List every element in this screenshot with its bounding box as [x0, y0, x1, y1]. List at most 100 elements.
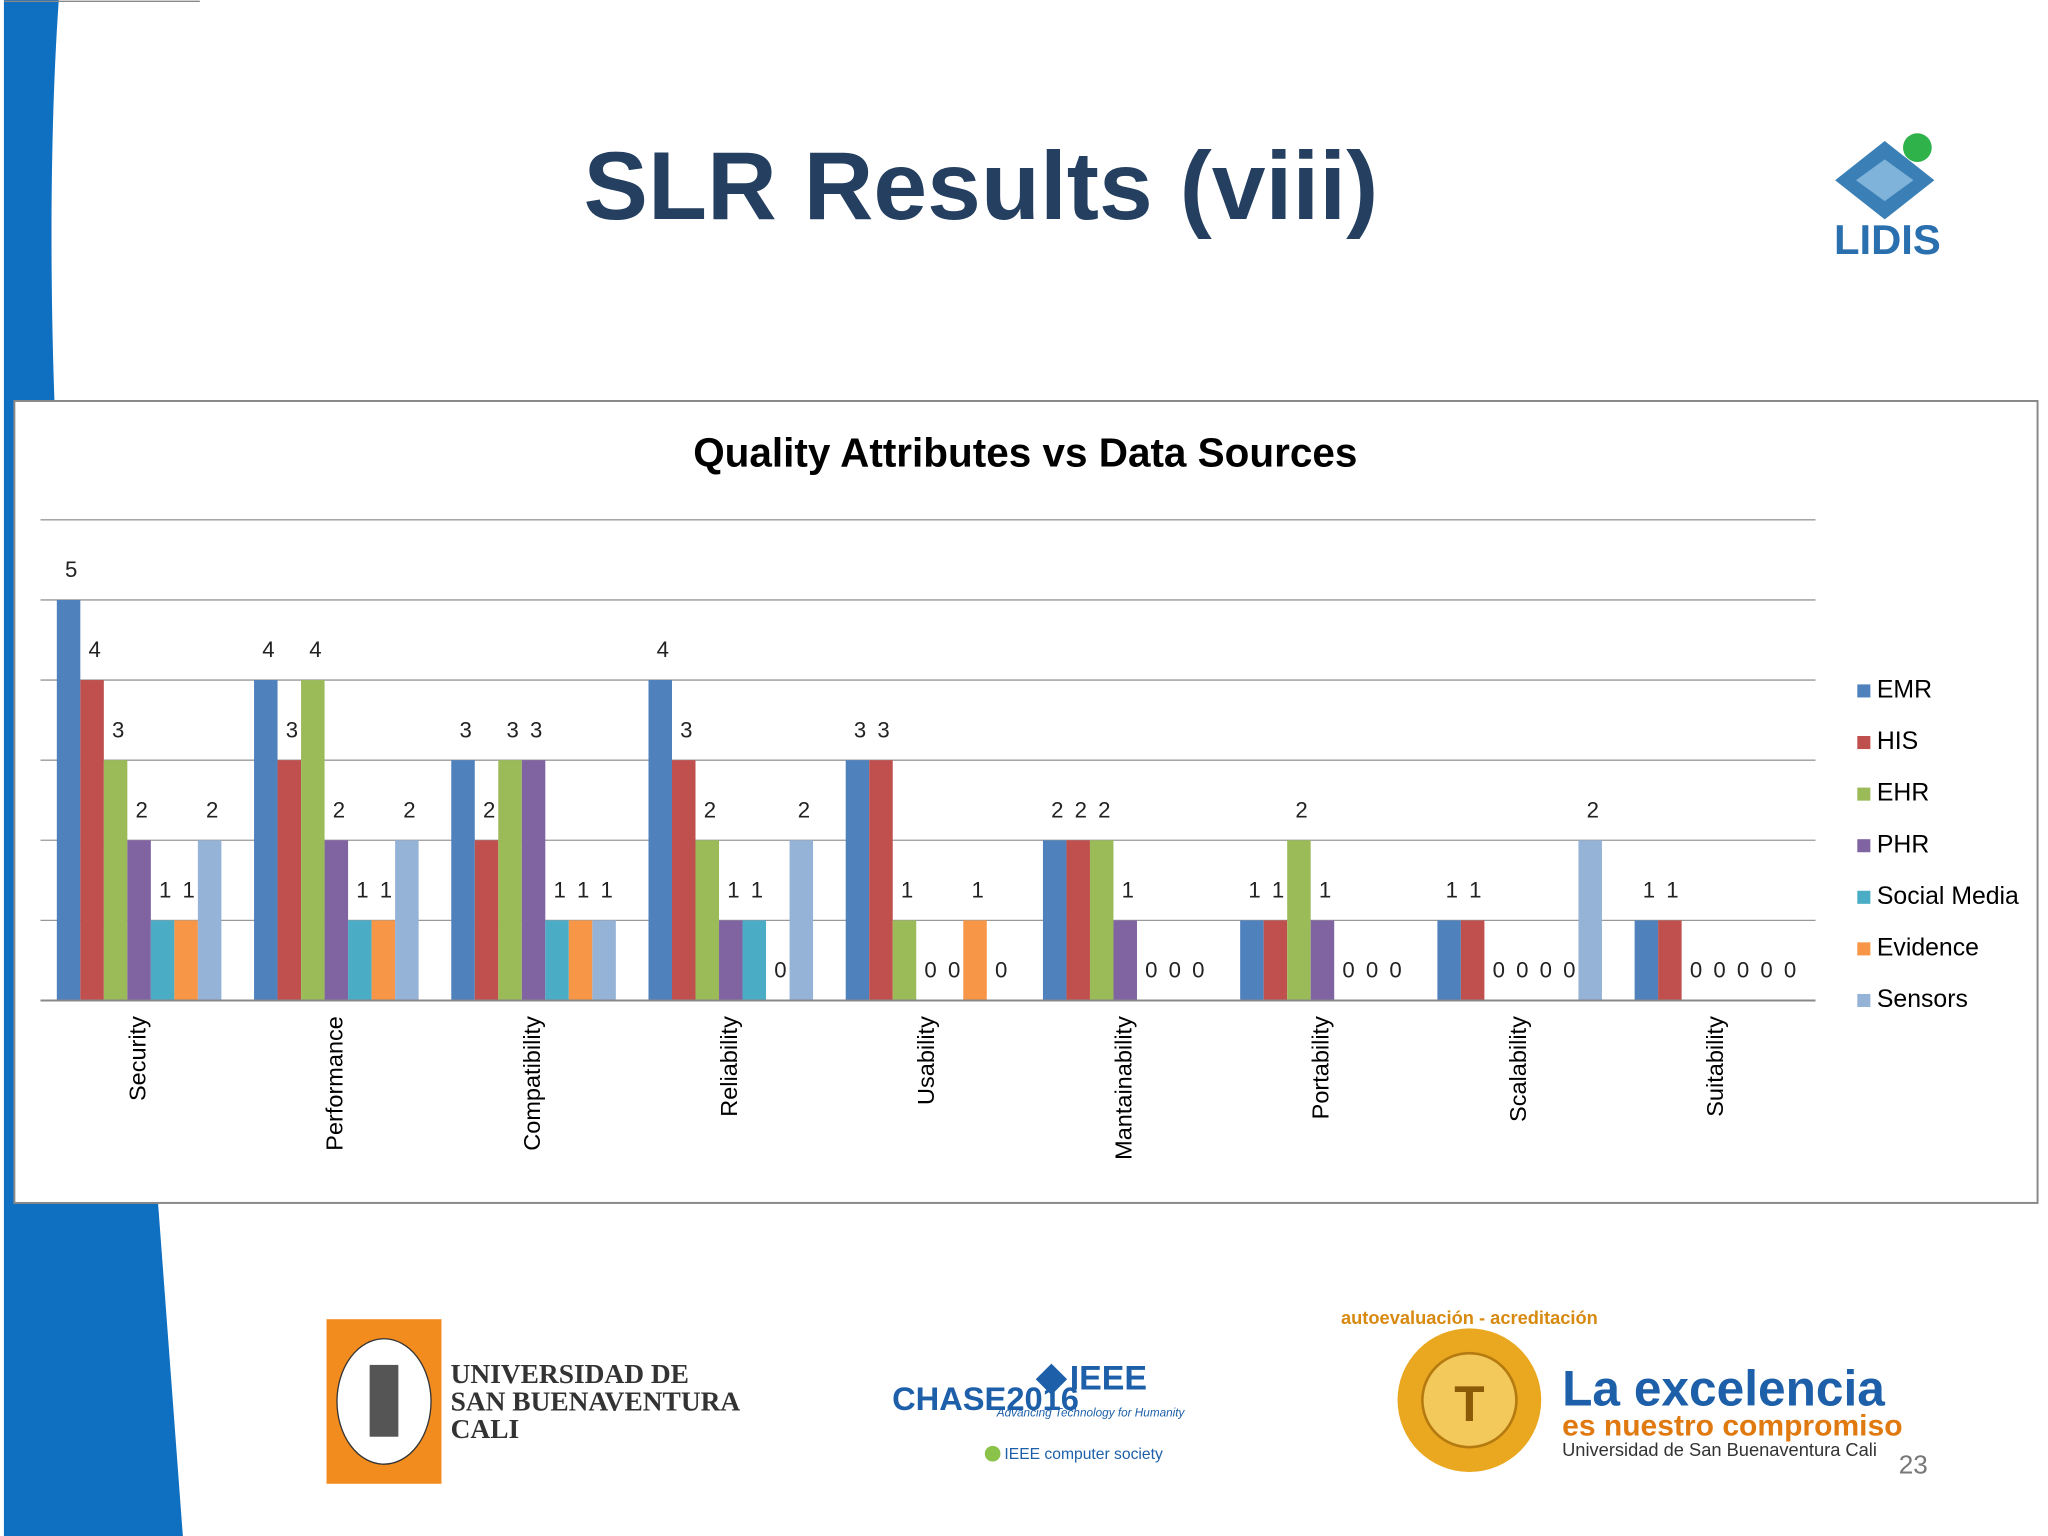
- data-label: 1: [1666, 878, 1678, 903]
- bar: [963, 920, 987, 1001]
- bar: [869, 760, 893, 1001]
- conference-logos: CHASE2016 IEEE Advancing Technology for …: [892, 1360, 1185, 1464]
- data-label: 4: [262, 637, 274, 662]
- usb-logo: UNIVERSIDAD DE SAN BUENAVENTURA CALI: [326, 1319, 741, 1484]
- x-tick-label: Usability: [913, 1016, 939, 1105]
- data-label: 1: [356, 878, 368, 903]
- data-label: 0: [1737, 958, 1749, 983]
- ieee-text: IEEE: [1070, 1360, 1147, 1398]
- bar: [1658, 920, 1682, 1001]
- data-label: 3: [530, 717, 542, 742]
- bar: [174, 920, 198, 1001]
- legend-swatch: [1857, 942, 1871, 956]
- bar: [892, 920, 917, 1001]
- bar: [1310, 920, 1335, 1001]
- legend-label: EMR: [1877, 676, 1932, 703]
- legend-label: EHR: [1877, 780, 1929, 807]
- data-label: 2: [1295, 797, 1307, 822]
- legend-label: Evidence: [1877, 934, 1979, 961]
- data-label: 2: [1587, 797, 1599, 822]
- data-label: 2: [483, 797, 495, 822]
- bar: [498, 760, 522, 1001]
- accreditation-mark: T: [1454, 1376, 1484, 1432]
- bar: [348, 920, 372, 1001]
- data-label: 2: [333, 797, 345, 822]
- bar: [1240, 920, 1264, 1001]
- computer-society-text: IEEE computer society: [1004, 1446, 1163, 1463]
- data-label: 1: [1446, 878, 1458, 903]
- data-label: 4: [89, 637, 101, 662]
- bar: [474, 840, 499, 1001]
- bar: [672, 760, 696, 1001]
- bar: [301, 680, 325, 1001]
- data-label: 0: [1366, 958, 1378, 983]
- bar: [197, 840, 222, 1001]
- data-label: 0: [1690, 958, 1702, 983]
- excellence-text: La excelencia: [1562, 1360, 1885, 1416]
- bar: [277, 760, 302, 1001]
- data-label: 1: [1122, 878, 1134, 903]
- bar: [56, 599, 81, 1001]
- data-label: 0: [948, 958, 960, 983]
- bar: [1578, 840, 1602, 1001]
- bar: [695, 840, 720, 1001]
- bar: [127, 840, 151, 1001]
- data-label: 0: [1145, 958, 1157, 983]
- x-tick-label: Reliability: [716, 1016, 742, 1117]
- lidis-text: LIDIS: [1834, 216, 1941, 263]
- bar: [521, 760, 546, 1001]
- data-label: 3: [506, 717, 518, 742]
- legend-label: Sensors: [1877, 986, 1968, 1013]
- bar: [371, 920, 396, 1001]
- data-label: 1: [1643, 878, 1655, 903]
- data-label: 1: [1469, 878, 1481, 903]
- data-label: 1: [554, 878, 566, 903]
- chart-frame: [13, 399, 2039, 1204]
- data-label: 1: [1248, 878, 1260, 903]
- bar: [592, 920, 616, 1001]
- data-label: 1: [751, 878, 763, 903]
- bar: [254, 680, 278, 1001]
- bar: [1460, 920, 1485, 1001]
- data-label: 2: [1075, 797, 1087, 822]
- data-label: 0: [1713, 958, 1725, 983]
- data-label: 3: [854, 717, 866, 742]
- x-tick-label: Mantainability: [1110, 1016, 1136, 1160]
- data-label: 5: [65, 557, 77, 582]
- data-label: 1: [183, 878, 195, 903]
- legend-swatch: [1857, 684, 1871, 698]
- bar: [1089, 840, 1114, 1001]
- chart-title: Quality Attributes vs Data Sources: [693, 430, 1357, 476]
- bar: [1113, 920, 1137, 1001]
- usb-text: SAN BUENAVENTURA: [451, 1386, 741, 1416]
- legend-swatch: [1857, 787, 1871, 801]
- data-label: 0: [924, 958, 936, 983]
- bar: [395, 840, 419, 1001]
- slide-title: SLR Results (viii): [584, 133, 1379, 240]
- data-label: 0: [1192, 958, 1204, 983]
- legend-swatch: [1857, 839, 1871, 853]
- data-label: 0: [1760, 958, 1772, 983]
- data-label: 4: [309, 637, 321, 662]
- bar: [1437, 920, 1461, 1001]
- data-label: 0: [1169, 958, 1181, 983]
- data-label: 3: [877, 717, 889, 742]
- data-label: 0: [1540, 958, 1552, 983]
- usb-text: UNIVERSIDAD DE: [451, 1359, 689, 1389]
- bar: [1287, 840, 1311, 1001]
- legend-label: PHR: [1877, 831, 1929, 858]
- data-label: 0: [1342, 958, 1354, 983]
- accreditation-logo: T autoevaluación - acreditación La excel…: [1341, 1307, 1903, 1472]
- bar: [80, 680, 104, 1001]
- bar: [648, 680, 672, 1001]
- data-label: 2: [136, 797, 148, 822]
- bar: [545, 920, 569, 1001]
- legend-swatch: [1857, 736, 1871, 750]
- data-label: 2: [206, 797, 218, 822]
- ieee-tagline: Advancing Technology for Humanity: [996, 1406, 1186, 1419]
- data-label: 0: [995, 958, 1007, 983]
- bar: [150, 920, 175, 1001]
- page-number: 23: [1899, 1450, 1928, 1480]
- data-label: 2: [798, 797, 810, 822]
